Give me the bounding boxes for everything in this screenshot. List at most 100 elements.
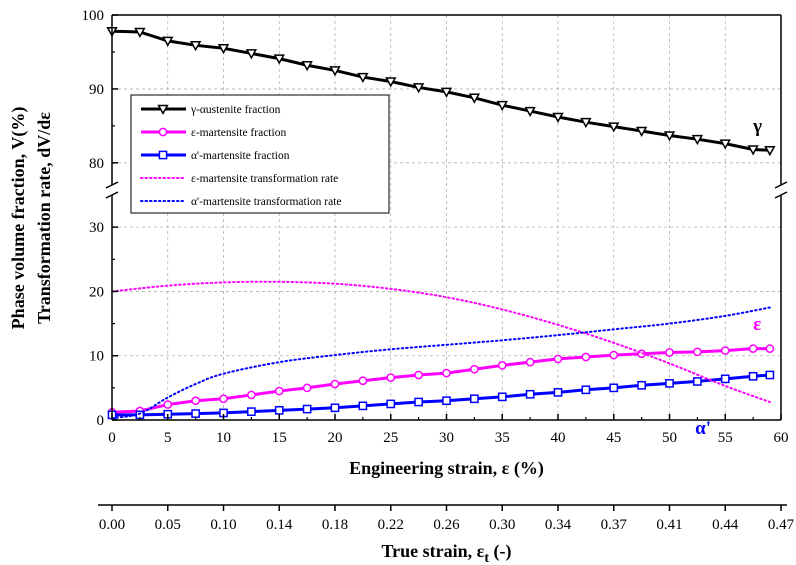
data-point	[414, 370, 423, 380]
secondary-x-tick-label: 0.41	[656, 517, 682, 533]
x-tick-label: 35	[495, 430, 510, 446]
y-tick-label: 80	[89, 156, 104, 172]
data-point	[693, 347, 702, 357]
data-point	[330, 379, 340, 389]
data-point	[442, 396, 451, 406]
data-point	[274, 406, 284, 415]
data-point	[358, 401, 368, 411]
y-tick-label: 0	[97, 413, 105, 429]
data-point	[525, 389, 535, 399]
data-point	[748, 344, 758, 353]
x-tick-label: 10	[216, 430, 231, 446]
secondary-x-axis-title-suffix: (-)	[489, 541, 511, 562]
legend-item-0: γ-αustenite fraction	[141, 104, 281, 116]
secondary-x-tick-label: 0.18	[322, 517, 348, 533]
data-point	[524, 106, 536, 118]
data-point	[470, 364, 479, 374]
data-point	[765, 370, 775, 380]
data-point	[189, 41, 202, 52]
data-point	[663, 131, 676, 142]
secondary-x-tick-label: 0.30	[489, 517, 515, 533]
data-point	[764, 145, 776, 157]
data-point	[581, 385, 591, 395]
annotation-label: α'	[695, 418, 711, 439]
data-point	[247, 407, 256, 416]
x-tick-label: 40	[551, 430, 566, 446]
data-point	[302, 383, 312, 393]
data-point	[274, 386, 284, 396]
series-layer	[106, 26, 776, 420]
secondary-x-tick-label: 0.44	[712, 517, 739, 533]
data-point	[358, 376, 368, 386]
secondary-x-axis-title-main: True strain, ε	[381, 541, 484, 561]
x-tick-label: 50	[662, 430, 677, 446]
axis-labels: Engineering strain, ε (%) True strain, εt…	[8, 107, 544, 565]
secondary-x-axis-title-subscript: t	[484, 551, 489, 565]
axis-break-mark	[774, 181, 788, 189]
series-0	[106, 26, 776, 157]
data-point	[245, 49, 258, 60]
grid	[112, 14, 781, 420]
series-3	[111, 280, 771, 403]
y-tick-label: 100	[82, 8, 105, 24]
secondary-x-tick-label: 0.10	[210, 517, 236, 533]
data-point	[191, 409, 200, 418]
legend-label: α'-martensite transformation rate	[191, 196, 342, 208]
secondary-x-tick-label: 0.00	[99, 517, 125, 533]
data-point	[497, 392, 507, 402]
data-point	[191, 396, 200, 406]
x-tick-label: 45	[606, 430, 621, 446]
legend-label: ε-martensite transformation rate	[191, 173, 338, 185]
data-point	[386, 399, 396, 409]
data-point	[470, 394, 479, 404]
data-point	[765, 344, 775, 353]
data-point	[412, 83, 425, 94]
data-point	[414, 397, 423, 407]
secondary-x-tick-label: 0.47	[768, 517, 795, 533]
annotation-label: γ	[752, 116, 762, 137]
data-point	[219, 394, 228, 404]
legend-label: α'-martensite fraction	[191, 150, 290, 162]
data-point	[468, 93, 481, 104]
data-point	[163, 400, 173, 409]
secondary-x-tick-label: 0.05	[155, 517, 181, 533]
data-point	[158, 127, 168, 137]
secondary-x-tick-label: 0.37	[601, 517, 628, 533]
data-point	[691, 134, 704, 146]
data-point	[720, 346, 730, 355]
legend-label: γ-αustenite fraction	[190, 104, 281, 116]
data-point	[525, 357, 535, 367]
data-point	[553, 388, 563, 397]
x-tick-label: 30	[439, 430, 454, 446]
data-point	[497, 361, 507, 370]
data-point	[158, 150, 168, 160]
data-point	[357, 72, 369, 84]
data-point	[134, 27, 146, 38]
data-point	[608, 122, 620, 133]
data-point	[720, 374, 730, 384]
data-point	[442, 368, 451, 378]
legend-item-1: ε-martensite fraction	[141, 127, 286, 139]
data-point	[747, 145, 759, 156]
data-point	[552, 112, 564, 123]
x-axis-title: Engineering strain, ε (%)	[349, 458, 544, 479]
data-point	[609, 383, 619, 393]
legend-item-3: ε-martensite transformation rate	[140, 173, 338, 185]
data-point	[386, 373, 396, 382]
data-point	[553, 354, 563, 364]
data-point	[635, 126, 648, 137]
x-tick-label: 20	[328, 430, 343, 446]
data-point	[330, 403, 340, 413]
legend-item-4: α'-martensite transformation rate	[140, 196, 342, 208]
axis-break-mark	[105, 181, 119, 189]
secondary-x-tick-label: 0.22	[378, 517, 404, 533]
data-point	[665, 348, 674, 357]
y-tick-label: 20	[89, 284, 104, 300]
legend-label: ε-martensite fraction	[191, 127, 286, 139]
axis-break-mark	[105, 191, 119, 199]
axis-break-mark	[774, 191, 788, 199]
data-point	[440, 87, 453, 98]
legend-item-2: α'-martensite fraction	[141, 150, 290, 162]
y-axis-title-line-1: Phase volume fraction, V(%)	[8, 107, 29, 330]
